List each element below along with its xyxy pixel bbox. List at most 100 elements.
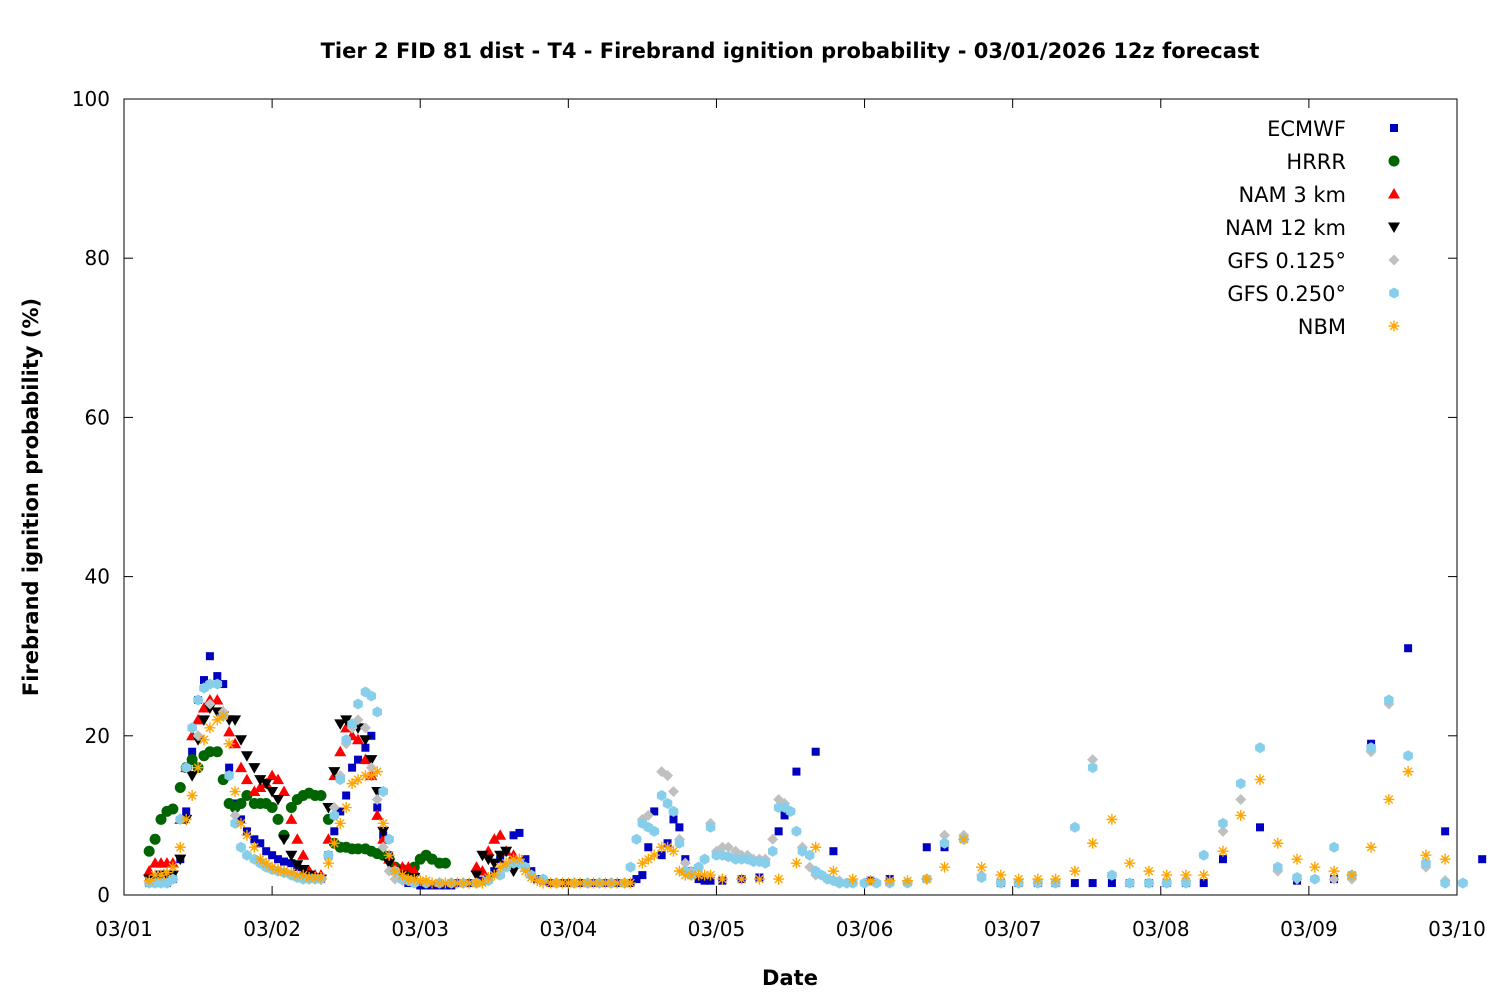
data-point xyxy=(515,828,524,837)
data-point xyxy=(457,877,469,889)
data-point xyxy=(1107,879,1116,888)
data-point xyxy=(225,763,234,772)
data-point xyxy=(1292,872,1302,883)
x-tick-label: 03/08 xyxy=(1132,917,1190,941)
data-point xyxy=(537,877,549,889)
data-point xyxy=(1478,855,1487,864)
data-point xyxy=(240,773,253,785)
data-point xyxy=(1087,754,1099,766)
data-point xyxy=(279,857,288,866)
data-point xyxy=(921,873,933,885)
data-point xyxy=(705,821,716,833)
data-point xyxy=(568,877,580,889)
data-point xyxy=(976,872,987,883)
data-point xyxy=(500,857,512,869)
data-point xyxy=(254,775,267,786)
data-point xyxy=(470,861,483,872)
data-point xyxy=(673,865,685,877)
data-points xyxy=(143,644,1487,890)
data-point xyxy=(187,722,197,734)
data-point xyxy=(174,854,187,866)
legend-label-nam-12-km: NAM 12 km xyxy=(1225,216,1346,240)
data-point xyxy=(685,869,697,881)
data-point xyxy=(902,875,914,887)
data-point xyxy=(811,747,820,756)
legend-label-nbm: NBM xyxy=(1298,315,1346,339)
data-point xyxy=(1254,774,1266,786)
data-point xyxy=(939,829,951,841)
data-point xyxy=(402,873,414,885)
data-point xyxy=(476,850,489,862)
data-point xyxy=(1441,827,1450,836)
data-point xyxy=(248,841,260,853)
legend-marker-nam-3-km xyxy=(1388,188,1400,199)
data-point xyxy=(1217,845,1229,857)
data-point xyxy=(384,833,394,845)
plot-frame xyxy=(123,98,1458,896)
data-point xyxy=(235,797,247,809)
data-point xyxy=(679,869,691,881)
data-point xyxy=(377,841,389,853)
y-tick-label: 0 xyxy=(97,883,110,907)
data-point xyxy=(1402,766,1414,778)
series-gfs-0-250 xyxy=(144,678,1468,889)
data-point xyxy=(330,827,339,836)
data-point xyxy=(611,877,623,889)
data-point xyxy=(525,871,537,883)
data-point xyxy=(213,672,222,681)
data-point xyxy=(342,791,351,800)
data-point xyxy=(240,751,253,762)
data-point xyxy=(254,853,266,865)
data-point xyxy=(372,706,382,718)
data-point xyxy=(1069,865,1081,877)
data-point xyxy=(285,801,297,813)
data-point xyxy=(958,833,970,845)
x-tick-label: 03/07 xyxy=(984,917,1042,941)
data-point xyxy=(922,843,931,852)
data-point xyxy=(277,785,290,797)
data-point xyxy=(736,873,748,885)
data-point xyxy=(212,678,223,690)
data-point xyxy=(229,786,241,798)
data-point xyxy=(241,829,253,841)
data-point xyxy=(278,865,290,877)
data-point xyxy=(352,774,364,786)
data-point xyxy=(1161,869,1173,881)
data-point xyxy=(291,869,303,881)
data-point xyxy=(274,855,283,864)
x-tick-label: 03/03 xyxy=(391,917,449,941)
data-point xyxy=(229,809,241,821)
data-point xyxy=(494,850,507,862)
data-point xyxy=(1088,879,1097,888)
data-point xyxy=(167,803,179,815)
data-point xyxy=(760,857,771,869)
data-point xyxy=(149,869,161,881)
data-point xyxy=(693,869,705,881)
data-point xyxy=(291,860,304,871)
x-tick-label: 03/05 xyxy=(688,917,746,941)
data-point xyxy=(976,861,988,873)
y-tick-label: 40 xyxy=(85,565,110,589)
legend-marker-nbm xyxy=(1388,320,1400,332)
data-point xyxy=(656,790,667,801)
data-point xyxy=(359,722,371,734)
data-point xyxy=(773,873,785,885)
data-point xyxy=(1217,825,1229,837)
data-point xyxy=(277,834,290,846)
data-point xyxy=(365,770,377,782)
data-point xyxy=(328,837,340,849)
x-tick-label: 03/04 xyxy=(540,917,598,941)
x-axis-title: Date xyxy=(762,966,818,990)
data-point xyxy=(1070,821,1080,833)
data-point xyxy=(1013,873,1025,885)
data-point xyxy=(482,854,495,866)
data-point xyxy=(631,833,642,845)
data-point xyxy=(619,877,631,889)
data-point xyxy=(1236,778,1246,790)
data-point xyxy=(1440,877,1450,889)
data-point xyxy=(1404,644,1413,653)
data-point xyxy=(667,845,679,857)
data-point xyxy=(383,849,395,861)
data-point xyxy=(250,835,259,844)
data-point xyxy=(229,715,242,726)
